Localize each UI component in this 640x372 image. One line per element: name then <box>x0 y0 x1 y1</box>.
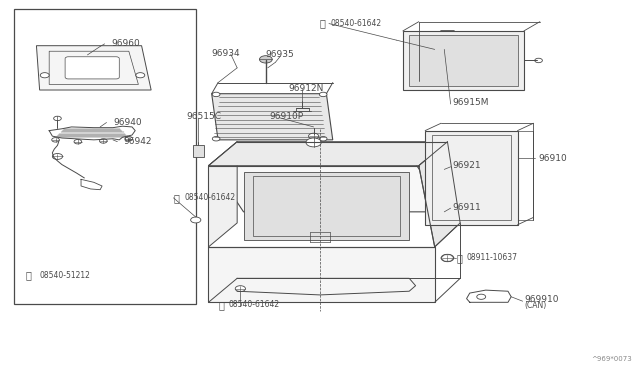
Circle shape <box>100 139 107 143</box>
Circle shape <box>136 73 145 78</box>
Text: 96921: 96921 <box>452 161 481 170</box>
Polygon shape <box>209 142 237 247</box>
Circle shape <box>52 154 63 160</box>
Polygon shape <box>244 172 409 240</box>
Polygon shape <box>419 142 460 247</box>
Text: 08540-61642: 08540-61642 <box>228 300 280 310</box>
Circle shape <box>477 294 486 299</box>
Circle shape <box>441 254 454 262</box>
Text: 96942: 96942 <box>124 137 152 146</box>
Text: 96960: 96960 <box>111 39 140 48</box>
Circle shape <box>212 92 220 97</box>
Polygon shape <box>193 145 204 157</box>
Text: 96940: 96940 <box>113 118 141 127</box>
Circle shape <box>259 56 272 63</box>
Polygon shape <box>212 164 447 212</box>
Text: 96912N: 96912N <box>288 84 323 93</box>
Circle shape <box>306 138 321 147</box>
Text: 969910: 969910 <box>524 295 559 304</box>
Circle shape <box>74 140 82 144</box>
Circle shape <box>191 217 201 223</box>
Text: (CAN): (CAN) <box>524 301 546 311</box>
Text: 96910: 96910 <box>539 154 567 163</box>
Text: 96915M: 96915M <box>452 99 489 108</box>
Circle shape <box>40 73 49 78</box>
Text: 96935: 96935 <box>266 51 294 60</box>
Circle shape <box>319 137 327 141</box>
Circle shape <box>54 116 61 121</box>
Circle shape <box>236 286 246 292</box>
Circle shape <box>52 138 60 142</box>
Text: 08540-61642: 08540-61642 <box>185 193 236 202</box>
Polygon shape <box>209 142 447 166</box>
Polygon shape <box>409 35 518 86</box>
Text: 96910P: 96910P <box>269 112 303 121</box>
Polygon shape <box>209 247 435 302</box>
Text: Ⓢ: Ⓢ <box>320 19 326 29</box>
Text: 96515C: 96515C <box>186 112 221 121</box>
Text: Ⓢ: Ⓢ <box>173 193 179 203</box>
Polygon shape <box>425 131 518 225</box>
Polygon shape <box>403 31 524 90</box>
Circle shape <box>212 137 220 141</box>
Text: 96911: 96911 <box>452 202 481 212</box>
Polygon shape <box>212 94 333 140</box>
Polygon shape <box>36 46 151 90</box>
FancyBboxPatch shape <box>65 57 119 79</box>
Circle shape <box>535 58 542 62</box>
FancyBboxPatch shape <box>14 9 196 304</box>
Text: Ⓢ: Ⓢ <box>26 270 31 280</box>
Circle shape <box>319 92 327 97</box>
Text: ^969*0073: ^969*0073 <box>591 356 632 362</box>
Text: Ⓝ: Ⓝ <box>457 253 463 263</box>
Text: 08911-10637: 08911-10637 <box>467 253 518 263</box>
Text: 08540-51212: 08540-51212 <box>40 271 90 280</box>
Text: 08540-61642: 08540-61642 <box>330 19 381 28</box>
Text: Ⓢ: Ⓢ <box>218 300 224 310</box>
Circle shape <box>125 137 132 141</box>
Text: 96934: 96934 <box>212 49 240 58</box>
Circle shape <box>308 133 319 139</box>
